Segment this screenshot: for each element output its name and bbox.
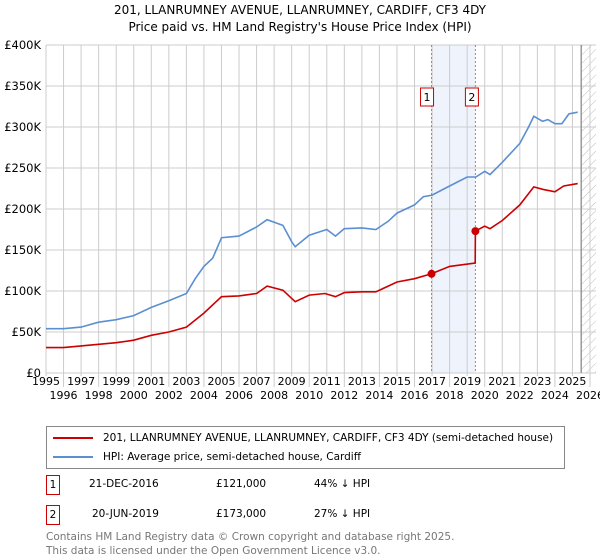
x-tick-label: 2020 — [471, 389, 499, 402]
sale-label: 2 — [468, 91, 475, 104]
x-tick-label: 1998 — [85, 389, 113, 402]
hpi-line — [46, 111, 578, 330]
sale-date: 20-JUN-2019 — [92, 508, 159, 520]
x-tick-label: 2026 — [576, 389, 600, 402]
y-tick-label: £400K — [4, 38, 41, 52]
legend-item-property: 201, LLANRUMNEY AVENUE, LLANRUMNEY, CARD… — [53, 432, 553, 444]
sale-point — [471, 227, 480, 236]
x-tick-label: 1996 — [50, 389, 78, 402]
x-tick-label: 2023 — [523, 375, 551, 388]
x-tick-label: 2009 — [278, 375, 306, 388]
chart-subtitle: Price paid vs. HM Land Registry's House … — [128, 20, 472, 34]
x-tick-label: 2011 — [313, 375, 341, 388]
sale-hpi-diff: 44% ↓ HPI — [314, 478, 371, 490]
sale-date: 21-DEC-2016 — [89, 478, 159, 490]
footer-licence: This data is licensed under the Open Gov… — [46, 545, 381, 557]
y-tick-label: £200K — [4, 202, 41, 216]
sale-marker-badge: 1 — [46, 475, 60, 495]
x-tick-label: 2015 — [383, 375, 411, 388]
x-tick-label: 2022 — [506, 389, 534, 402]
price-paid-line — [46, 182, 578, 349]
legend-swatch-red — [53, 437, 93, 439]
x-tick-label: 2002 — [155, 389, 183, 402]
sale-label-box — [464, 87, 479, 107]
x-tick-label: 2014 — [365, 389, 393, 402]
y-tick-label: £150K — [4, 243, 41, 257]
x-tick-label: 1997 — [67, 375, 95, 388]
sale-price: £121,000 — [216, 478, 267, 490]
x-tick-label: 2021 — [488, 375, 516, 388]
chart-title: 201, LLANRUMNEY AVENUE, LLANRUMNEY, CARD… — [114, 3, 486, 17]
legend-label: 201, LLANRUMNEY AVENUE, LLANRUMNEY, CARD… — [103, 432, 554, 444]
x-tick-label: 2019 — [453, 375, 481, 388]
x-tick-label: 1999 — [102, 375, 130, 388]
x-tick-label: 2017 — [418, 375, 446, 388]
x-tick-label: 2004 — [190, 389, 218, 402]
y-tick-label: £100K — [4, 284, 41, 298]
x-tick-label: 2012 — [330, 389, 358, 402]
legend-swatch-blue — [53, 456, 93, 458]
x-tick-label: 2006 — [225, 389, 253, 402]
y-tick-label: £250K — [4, 161, 41, 175]
legend-item-hpi: HPI: Average price, semi-detached house,… — [53, 451, 361, 463]
footer-copyright: Contains HM Land Registry data © Crown c… — [46, 531, 455, 543]
y-tick-label: £300K — [4, 120, 41, 134]
sale-price: £173,000 — [216, 508, 267, 520]
x-tick-label: 2001 — [137, 375, 165, 388]
legend: 201, LLANRUMNEY AVENUE, LLANRUMNEY, CARD… — [46, 426, 565, 469]
y-tick-label: £50K — [12, 325, 42, 339]
y-tick-label: £0 — [26, 366, 41, 380]
x-tick-label: 2005 — [207, 375, 235, 388]
sale-label-box — [420, 87, 435, 107]
x-tick-label: 2025 — [558, 375, 586, 388]
x-tick-label: 2013 — [348, 375, 376, 388]
sale-point — [427, 269, 436, 278]
legend-label: HPI: Average price, semi-detached house,… — [103, 451, 361, 463]
x-tick-label: 2003 — [172, 375, 200, 388]
sale-hpi-diff: 27% ↓ HPI — [314, 508, 371, 520]
x-tick-label: 2024 — [541, 389, 569, 402]
x-tick-label: 2018 — [436, 389, 464, 402]
sale-label: 1 — [424, 91, 431, 104]
x-tick-label: 2008 — [260, 389, 288, 402]
x-tick-label: 2016 — [401, 389, 429, 402]
x-tick-label: 2000 — [120, 389, 148, 402]
sale-marker-badge: 2 — [46, 505, 60, 525]
x-tick-label: 1995 — [32, 375, 60, 388]
x-tick-label: 2007 — [243, 375, 271, 388]
x-tick-label: 2010 — [295, 389, 323, 402]
plot-area: 1995199619971998199920002001200220032004… — [4, 38, 600, 402]
y-tick-label: £350K — [4, 79, 41, 93]
